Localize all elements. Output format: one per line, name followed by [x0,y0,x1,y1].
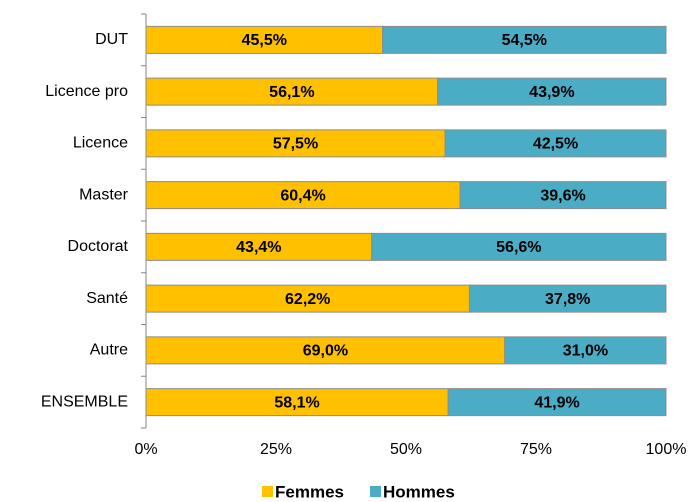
legend-swatch [369,486,381,497]
legend-label: Hommes [383,482,455,501]
bar-segment [371,232,667,261]
bar-segment [444,129,667,158]
x-tick-label: 50% [390,441,422,458]
y-tick-label: ENSEMBLE [41,393,128,410]
bar-segment [459,181,667,210]
y-tick-label: Doctorat [68,238,129,255]
data-label: 54,5% [502,32,547,49]
data-label: 37,8% [545,291,590,308]
bar-segment [447,388,667,417]
data-label: 58,1% [274,394,319,411]
bar-segment [145,232,373,261]
data-label: 56,1% [269,84,314,101]
bar-segment [145,284,470,313]
bar-segment [468,284,667,313]
data-label: 60,4% [280,187,325,204]
y-tick-label: Autre [90,342,128,359]
bar-segment [382,25,667,54]
y-tick-label: DUT [95,31,128,48]
y-tick-label: Licence [73,135,128,152]
data-label: 39,6% [540,187,585,204]
bar-segment [145,77,439,106]
y-tick-label: Master [79,186,129,203]
data-label: 56,6% [496,239,541,256]
data-label: 41,9% [534,394,579,411]
x-tick-label: 75% [520,441,552,458]
bar-segment [145,388,449,417]
bar-segment [145,129,446,158]
bar-segment [504,336,667,365]
x-tick-label: 0% [134,441,157,458]
data-label: 57,5% [273,136,318,153]
bar-segment [145,336,506,365]
data-label: 42,5% [533,136,578,153]
data-label: 43,4% [236,239,281,256]
bar-segment [145,181,461,210]
data-label: 69,0% [303,343,348,360]
bar-segment [437,77,667,106]
x-tick-label: 100% [646,441,687,458]
legend-label: Femmes [275,482,344,501]
x-tick-label: 25% [260,441,292,458]
legend-swatch [262,486,273,497]
y-tick-label: Santé [86,290,128,307]
data-label: 31,0% [563,343,608,360]
data-label: 45,5% [242,32,287,49]
y-tick-label: Licence pro [45,83,128,100]
data-label: 43,9% [529,84,574,101]
data-label: 62,2% [285,291,330,308]
